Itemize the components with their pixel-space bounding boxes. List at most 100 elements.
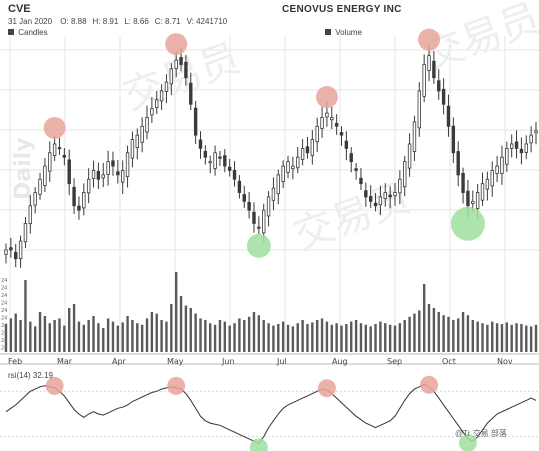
candle (432, 50, 436, 84)
volume-bar (165, 321, 168, 352)
volume-tick-label: 24 (1, 301, 7, 307)
volume-bar (38, 312, 42, 352)
watermark-text: 交易员 (288, 175, 416, 259)
candle (529, 126, 533, 153)
month-label: Sep (387, 357, 402, 366)
candle (164, 74, 169, 104)
volume-tick-label: 24 (1, 316, 7, 322)
candle (174, 51, 178, 78)
volume-bar (131, 320, 134, 352)
candle (140, 117, 144, 153)
candle (208, 155, 212, 174)
volume-bar (374, 324, 377, 352)
volume-bar (126, 316, 129, 352)
volume-bar (520, 324, 523, 352)
candle (300, 139, 305, 166)
volume-bar (315, 320, 319, 352)
candle (237, 175, 242, 199)
volume-tick-label: 24 (1, 346, 7, 352)
candle (130, 131, 135, 168)
month-axis: Feb Mar Apr May Jun Jul Aug Sep Oct Nov (8, 357, 513, 366)
month-label: May (167, 357, 184, 366)
candle (82, 183, 86, 216)
candle (500, 145, 504, 185)
legend-volume: Volume (325, 28, 362, 37)
candle (446, 94, 451, 137)
rsi-peak-marker (45, 376, 64, 395)
volume-bar (388, 324, 392, 352)
month-label: Oct (442, 357, 456, 366)
volume-bar (252, 312, 256, 352)
volume-bar (116, 325, 120, 352)
volume-bar (320, 318, 324, 352)
candle (451, 117, 456, 164)
volume-bar (335, 323, 338, 352)
volume-bar (481, 323, 484, 352)
candle (393, 182, 397, 206)
candle (480, 172, 485, 206)
candle (368, 185, 373, 208)
volume-bar (350, 321, 353, 352)
volume-bar (247, 316, 251, 352)
volume-bar (194, 313, 197, 352)
candle (14, 243, 18, 268)
candle (67, 149, 71, 196)
volume-bar (19, 320, 22, 352)
candle (203, 145, 208, 165)
ohlcv-item: L: 8.66 (124, 17, 149, 26)
candle (534, 121, 538, 145)
volume-bar (14, 313, 17, 352)
volume-bar (233, 323, 236, 352)
volume-bar (286, 324, 290, 352)
candle (155, 91, 159, 115)
candle (52, 135, 57, 161)
volume-bar (33, 326, 37, 352)
volume-bar (500, 324, 504, 352)
volume-bar (393, 325, 397, 352)
candle (456, 141, 460, 187)
month-label: Apr (112, 357, 127, 366)
volume-bar (529, 326, 533, 352)
candle (33, 187, 37, 214)
volume-bar (364, 324, 368, 352)
volume-bar (408, 316, 411, 352)
volume-bar (213, 324, 217, 352)
volume-bar (262, 320, 265, 352)
candle (519, 137, 524, 165)
legend-candles: Candles (8, 28, 48, 37)
volume-bar (204, 320, 207, 352)
candle (135, 128, 139, 160)
candle (23, 216, 28, 249)
candle (125, 145, 130, 188)
rsi-trough-marker (458, 433, 477, 451)
volume-tick-label: 24 (1, 323, 7, 329)
candle (509, 134, 514, 158)
candle (505, 141, 509, 172)
date-label: 31 Jan 2020 (8, 17, 53, 26)
candle (427, 45, 431, 82)
ohlcv-item: H: 8.91 (92, 17, 119, 26)
candle (330, 106, 334, 130)
volume-bar (136, 323, 139, 352)
volume-bar (92, 316, 95, 352)
volume-bar (243, 320, 246, 352)
volume-bar (345, 324, 348, 352)
rsi-peak-marker (167, 376, 186, 395)
candle (86, 168, 91, 204)
volume-bar (272, 325, 275, 352)
candle (276, 169, 280, 205)
volume-bar (267, 323, 270, 352)
volume-tick-label: 24 (1, 278, 7, 284)
volume-bar (24, 280, 27, 352)
volume-bar (58, 318, 61, 352)
candle (193, 100, 198, 145)
candle (271, 177, 276, 211)
volume-bar (228, 325, 231, 352)
volume-tick-label: 24 (1, 308, 7, 314)
volume-bar (29, 321, 32, 352)
rsi-label: rsi(14) 32.19 (8, 371, 53, 380)
peak-marker (165, 33, 188, 56)
candle (242, 185, 246, 208)
candle (252, 202, 256, 233)
candle (378, 185, 383, 215)
